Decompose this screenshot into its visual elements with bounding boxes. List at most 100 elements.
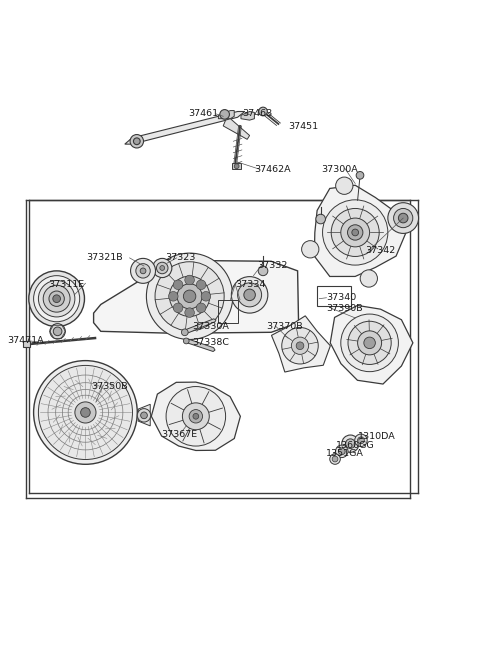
- Circle shape: [140, 268, 146, 274]
- Circle shape: [196, 280, 206, 290]
- Polygon shape: [151, 382, 240, 451]
- Circle shape: [133, 138, 140, 145]
- Circle shape: [336, 445, 348, 458]
- Circle shape: [394, 208, 413, 228]
- Circle shape: [220, 109, 229, 119]
- Circle shape: [291, 337, 309, 354]
- Bar: [218, 299, 238, 323]
- Circle shape: [336, 177, 353, 195]
- Polygon shape: [218, 111, 234, 119]
- Text: 1360GG: 1360GG: [336, 441, 374, 449]
- Text: 37451: 37451: [288, 122, 318, 132]
- Circle shape: [181, 329, 188, 335]
- Text: 37311E: 37311E: [48, 280, 84, 289]
- Circle shape: [231, 276, 268, 313]
- Circle shape: [141, 412, 147, 419]
- Circle shape: [173, 303, 183, 312]
- Circle shape: [75, 402, 96, 423]
- Circle shape: [177, 284, 202, 309]
- Circle shape: [131, 258, 156, 284]
- Circle shape: [332, 456, 338, 462]
- Circle shape: [130, 134, 144, 148]
- Circle shape: [341, 218, 370, 247]
- Circle shape: [346, 439, 355, 449]
- Circle shape: [355, 434, 367, 447]
- Circle shape: [331, 208, 379, 257]
- Circle shape: [238, 283, 262, 307]
- Circle shape: [259, 107, 267, 116]
- Text: 37390B: 37390B: [326, 304, 363, 313]
- Text: 37332: 37332: [257, 261, 287, 270]
- Text: 37340: 37340: [326, 293, 357, 302]
- Circle shape: [183, 338, 189, 344]
- Text: 1351GA: 1351GA: [326, 449, 364, 458]
- Text: 37471A: 37471A: [7, 337, 44, 345]
- Circle shape: [185, 275, 194, 285]
- Circle shape: [360, 270, 377, 287]
- Circle shape: [53, 327, 62, 335]
- Circle shape: [43, 286, 70, 312]
- Circle shape: [166, 386, 226, 446]
- Polygon shape: [185, 319, 216, 333]
- Circle shape: [38, 365, 132, 460]
- Circle shape: [29, 271, 84, 327]
- Bar: [23, 341, 30, 346]
- Circle shape: [348, 321, 391, 364]
- Circle shape: [160, 265, 165, 271]
- Circle shape: [49, 291, 64, 307]
- Circle shape: [282, 328, 318, 364]
- Circle shape: [342, 435, 359, 453]
- Bar: [232, 163, 241, 169]
- Circle shape: [234, 164, 239, 168]
- Circle shape: [341, 314, 398, 371]
- Circle shape: [338, 448, 345, 455]
- Text: 37338C: 37338C: [192, 339, 229, 347]
- Circle shape: [398, 214, 408, 223]
- Circle shape: [182, 403, 209, 430]
- Circle shape: [34, 361, 137, 464]
- Circle shape: [189, 409, 203, 423]
- Text: 37330A: 37330A: [192, 322, 229, 331]
- Circle shape: [136, 264, 150, 278]
- Circle shape: [146, 253, 233, 339]
- Text: 1310DA: 1310DA: [358, 432, 396, 441]
- Polygon shape: [138, 404, 150, 426]
- Circle shape: [34, 276, 80, 322]
- Circle shape: [391, 205, 408, 223]
- Circle shape: [169, 276, 210, 316]
- Circle shape: [183, 290, 196, 303]
- Circle shape: [358, 331, 382, 355]
- Text: 37334: 37334: [235, 280, 265, 289]
- Polygon shape: [314, 185, 406, 276]
- Circle shape: [258, 266, 268, 276]
- Polygon shape: [125, 111, 245, 144]
- Text: 37370B: 37370B: [266, 322, 303, 331]
- Polygon shape: [272, 316, 330, 372]
- Circle shape: [156, 262, 168, 274]
- Circle shape: [50, 324, 65, 339]
- Circle shape: [388, 202, 419, 233]
- Circle shape: [356, 172, 364, 179]
- Polygon shape: [223, 119, 250, 140]
- Text: 37367E: 37367E: [161, 430, 197, 439]
- Circle shape: [168, 291, 178, 301]
- Circle shape: [38, 280, 75, 317]
- Circle shape: [155, 262, 224, 331]
- Circle shape: [296, 342, 304, 350]
- Polygon shape: [94, 260, 299, 333]
- Polygon shape: [330, 305, 413, 384]
- Text: 37342: 37342: [365, 246, 395, 255]
- Circle shape: [348, 225, 363, 240]
- Text: 37321B: 37321B: [86, 253, 122, 263]
- Circle shape: [153, 258, 172, 278]
- Circle shape: [201, 291, 211, 301]
- Text: 37350B: 37350B: [91, 382, 128, 390]
- Text: 37463: 37463: [242, 109, 273, 119]
- Text: 37462A: 37462A: [254, 164, 291, 174]
- Circle shape: [301, 240, 319, 258]
- Circle shape: [323, 200, 388, 265]
- Polygon shape: [186, 339, 215, 352]
- Circle shape: [81, 407, 90, 417]
- Circle shape: [364, 337, 375, 348]
- Circle shape: [244, 289, 255, 301]
